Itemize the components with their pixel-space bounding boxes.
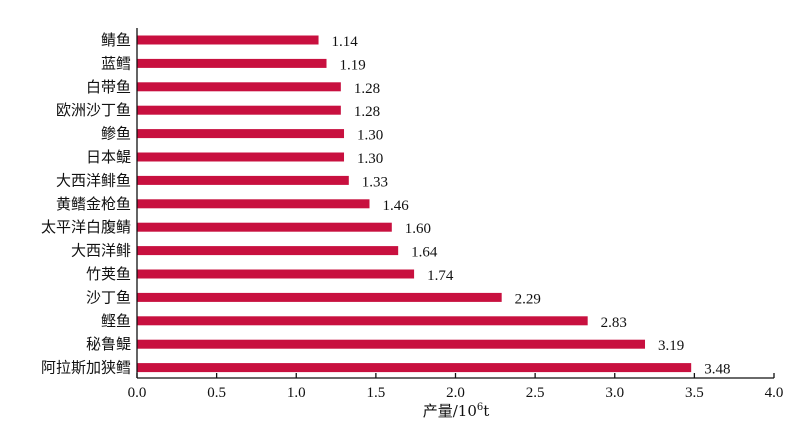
x-tick-label: 4.0 [765,385,784,401]
value-label: 1.74 [427,268,454,284]
category-label: 秘鲁鳀 [86,335,131,353]
bar [137,35,319,45]
bar [137,105,341,115]
bar [137,316,588,326]
x-tick-label: 0.0 [128,385,147,401]
value-label: 1.30 [357,128,383,144]
bar [137,222,392,232]
category-label: 鲹鱼 [101,125,131,143]
category-label: 大西洋鲱鱼 [56,171,131,189]
bar [137,292,502,302]
x-tick-label: 0.5 [207,385,226,401]
x-tick-label: 1.5 [367,385,386,401]
x-ticks-layer: 0.0 0.5 1.0 1.5 2.0 2.5 3.0 3.5 4.0 [128,373,784,401]
x-tick-label: 2.0 [446,385,465,401]
value-label: 2.29 [515,291,541,307]
category-label: 大西洋鲱 [71,242,131,260]
category-label: 蓝鳕 [101,54,131,72]
x-axis-title-unit: t [483,402,489,420]
category-label: 阿拉斯加狭鳕 [41,359,131,377]
category-label: 鲭鱼 [101,31,131,49]
x-axis-title: 产量/106t [423,402,490,420]
value-label: 1.19 [340,57,366,73]
x-tick-label: 3.0 [605,385,624,401]
bar [137,129,345,139]
value-label: 1.28 [354,104,380,120]
value-label: 1.46 [383,198,410,214]
value-label: 3.19 [658,338,684,354]
category-label: 白带鱼 [86,78,131,96]
x-axis-title-sup: 6 [477,402,483,413]
bar [137,269,415,279]
bar [137,199,370,209]
bar [137,363,692,373]
bar [137,175,349,185]
bar [137,246,399,256]
bars-layer [137,35,692,373]
category-label: 太平洋白腹鲭 [41,218,131,236]
x-axis-title-main: 产量/10 [423,402,477,420]
bar [137,339,646,349]
value-label: 1.28 [354,81,380,97]
x-tick-label: 1.0 [287,385,306,401]
labels-layer: 鲭鱼 1.14 蓝鳕 1.19 白带鱼 1.28 欧洲沙丁鱼 1.28 鲹鱼 1.30 日本鳀 1.3… [41,31,730,378]
value-label: 3.48 [704,362,730,378]
category-label: 沙丁鱼 [86,288,131,306]
value-label: 2.83 [601,315,627,331]
bar [137,58,327,68]
x-tick-label: 3.5 [685,385,704,401]
category-label: 黄鳍金枪鱼 [56,195,131,213]
value-label: 1.30 [357,151,383,167]
value-label: 1.64 [411,245,438,261]
value-label: 1.33 [362,174,388,190]
category-label: 日本鳀 [86,148,131,166]
bar [137,82,341,92]
value-label: 1.60 [405,221,431,237]
x-tick-label: 2.5 [526,385,545,401]
category-label: 竹荚鱼 [86,265,131,283]
value-label: 1.14 [332,34,359,50]
category-label: 鲣鱼 [101,312,131,330]
bar [137,152,345,162]
category-label: 欧洲沙丁鱼 [56,101,131,119]
